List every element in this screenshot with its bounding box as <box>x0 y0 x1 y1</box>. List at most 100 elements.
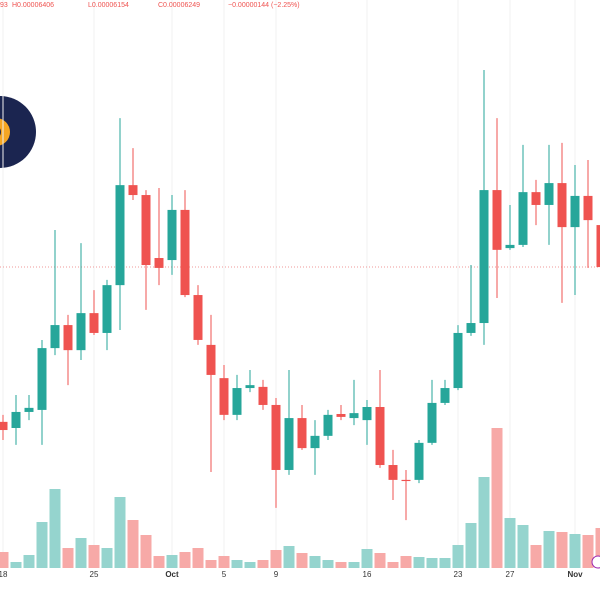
volume-bar <box>452 545 464 568</box>
header-value: −0.00000144 (−2.25%) <box>228 2 300 9</box>
candle-body <box>466 323 476 333</box>
candle-body <box>388 465 398 480</box>
icon <box>591 555 600 569</box>
volume-bar <box>101 548 113 568</box>
x-tick-label: 23 <box>454 570 463 579</box>
candle-body <box>154 258 164 268</box>
x-tick-label: 27 <box>506 570 515 579</box>
candle-body <box>63 325 73 351</box>
volume-bar <box>296 553 308 568</box>
header-value: 93 <box>0 2 8 9</box>
x-tick-label: 25 <box>90 570 99 579</box>
volume-bar <box>543 531 555 568</box>
volume-bar <box>205 560 217 568</box>
candle-body <box>219 378 229 415</box>
volume-bar <box>595 528 600 568</box>
candle-body <box>570 195 580 228</box>
candle-body <box>323 414 333 436</box>
candle-body <box>596 225 600 268</box>
volume-bar <box>192 548 204 568</box>
volume-bar <box>218 556 230 568</box>
candle-body <box>37 348 47 410</box>
volume-bar <box>374 553 386 568</box>
volume-bar <box>517 525 529 568</box>
volume-bar <box>127 520 139 568</box>
candle-body <box>115 185 125 286</box>
candle-body <box>440 388 450 403</box>
volume-bar <box>244 562 256 568</box>
header-value: L0.00006154 <box>88 2 129 9</box>
volume-bar <box>478 477 490 568</box>
volume-bar <box>413 557 425 568</box>
candle-body <box>518 192 528 245</box>
volume-bar <box>283 546 295 568</box>
candle-body <box>141 195 151 266</box>
volume-bar <box>569 534 581 568</box>
candle-body <box>453 332 463 389</box>
candle-body <box>505 244 515 249</box>
volume-bar <box>153 556 165 568</box>
candle-body <box>167 209 177 261</box>
volume-bar <box>270 550 282 568</box>
volume-bar <box>114 497 126 568</box>
candle-body <box>245 385 255 389</box>
candle-body <box>206 344 216 375</box>
x-tick-label: 16 <box>363 570 372 579</box>
header-value: H0.00006406 <box>12 2 54 9</box>
volume-bar <box>335 562 347 568</box>
header-value: C0.00006249 <box>158 2 200 9</box>
candle-body <box>24 407 34 412</box>
candle-body <box>375 406 385 466</box>
candle-body <box>336 413 346 417</box>
volume-bar <box>309 556 321 568</box>
label-layer: 93 H0.00006406 L0.00006154 C0.00006249 −0.00… <box>0 2 583 579</box>
candle-body <box>557 183 567 228</box>
volume-bar <box>504 518 516 568</box>
volume-bar <box>400 556 412 568</box>
volume-bar <box>0 552 9 568</box>
candle-body <box>284 418 294 470</box>
volume-bar <box>179 552 191 568</box>
volume-bar <box>49 489 61 568</box>
candle-body <box>11 411 21 428</box>
candle-body <box>76 313 86 351</box>
x-tick-label: 18 <box>0 570 8 579</box>
candle-body <box>128 185 138 196</box>
volume-bar <box>75 538 87 568</box>
candle-body <box>89 313 99 333</box>
x-tick-label: Nov <box>567 570 583 579</box>
candle-body <box>297 418 307 449</box>
candle-body <box>479 190 489 324</box>
volume-bar <box>387 562 399 568</box>
candle-body <box>427 402 437 443</box>
x-tick-label: 9 <box>274 570 279 579</box>
candle-body <box>349 413 359 419</box>
grid <box>0 0 600 568</box>
volume-bar <box>465 523 477 568</box>
volume-bar <box>88 545 100 568</box>
volume-bar <box>62 548 74 568</box>
candle-body <box>531 192 541 205</box>
candle-body <box>414 442 424 480</box>
volume-bar <box>361 549 373 568</box>
volume-bar <box>257 560 269 568</box>
candle-body <box>193 295 203 340</box>
volume-bar <box>166 555 178 568</box>
candle-body <box>583 195 593 221</box>
volume-bar <box>582 535 594 568</box>
volume-bar <box>10 562 22 568</box>
candle-body <box>401 479 411 482</box>
volume-bar <box>439 558 451 568</box>
volume-bar <box>556 532 568 568</box>
volume-bar <box>491 428 503 568</box>
candle-body <box>492 190 502 250</box>
volume-bar <box>36 522 48 568</box>
volume-bar <box>231 560 243 568</box>
x-tick-label: 5 <box>222 570 227 579</box>
candle-body <box>102 285 112 333</box>
candle-layer <box>0 69 600 521</box>
candle-body <box>232 388 242 415</box>
x-tick-label: Oct <box>165 570 179 579</box>
